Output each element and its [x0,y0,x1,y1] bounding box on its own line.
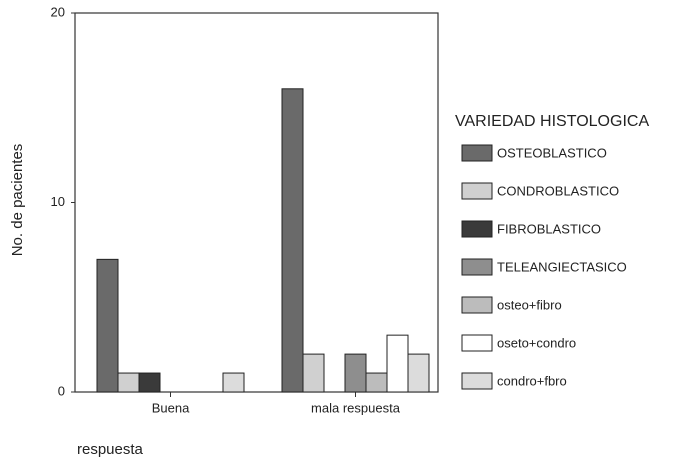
y-tick-label: 20 [51,4,65,19]
y-tick-label: 0 [58,383,65,398]
legend-swatch [461,334,493,352]
legend-swatch [461,258,493,276]
legend-swatch [461,372,493,390]
bar [344,353,367,393]
x-axis-label: respuesta [77,441,144,458]
bar [302,353,325,393]
legend-label: oseto+condro [497,335,576,350]
legend-swatch [461,182,493,200]
x-tick-label: mala respuesta [311,400,401,415]
legend-swatch [461,296,493,314]
legend-label: CONDROBLASTICO [497,183,619,198]
plot-frame [74,12,439,393]
y-tick-label: 10 [51,194,65,209]
legend-label: FIBROBLASTICO [497,221,601,236]
x-tick-label: Buena [152,400,190,415]
legend-label: TELEANGIECTASICO [497,259,627,274]
bar [96,258,119,393]
y-axis-label: No. de pacientes [9,144,26,257]
legend-title: VARIEDAD HISTOLOGICA [455,113,649,130]
bar [138,372,161,393]
legend-label: OSTEOBLASTICO [497,145,607,160]
bar [407,353,430,393]
bar [386,334,409,393]
legend-swatch [461,220,493,238]
bar [222,372,245,393]
legend-label: condro+fbro [497,373,567,388]
legend-swatch [461,144,493,162]
bar [117,372,140,393]
bar [365,372,388,393]
legend-label: osteo+fibro [497,297,562,312]
bar [281,88,304,393]
